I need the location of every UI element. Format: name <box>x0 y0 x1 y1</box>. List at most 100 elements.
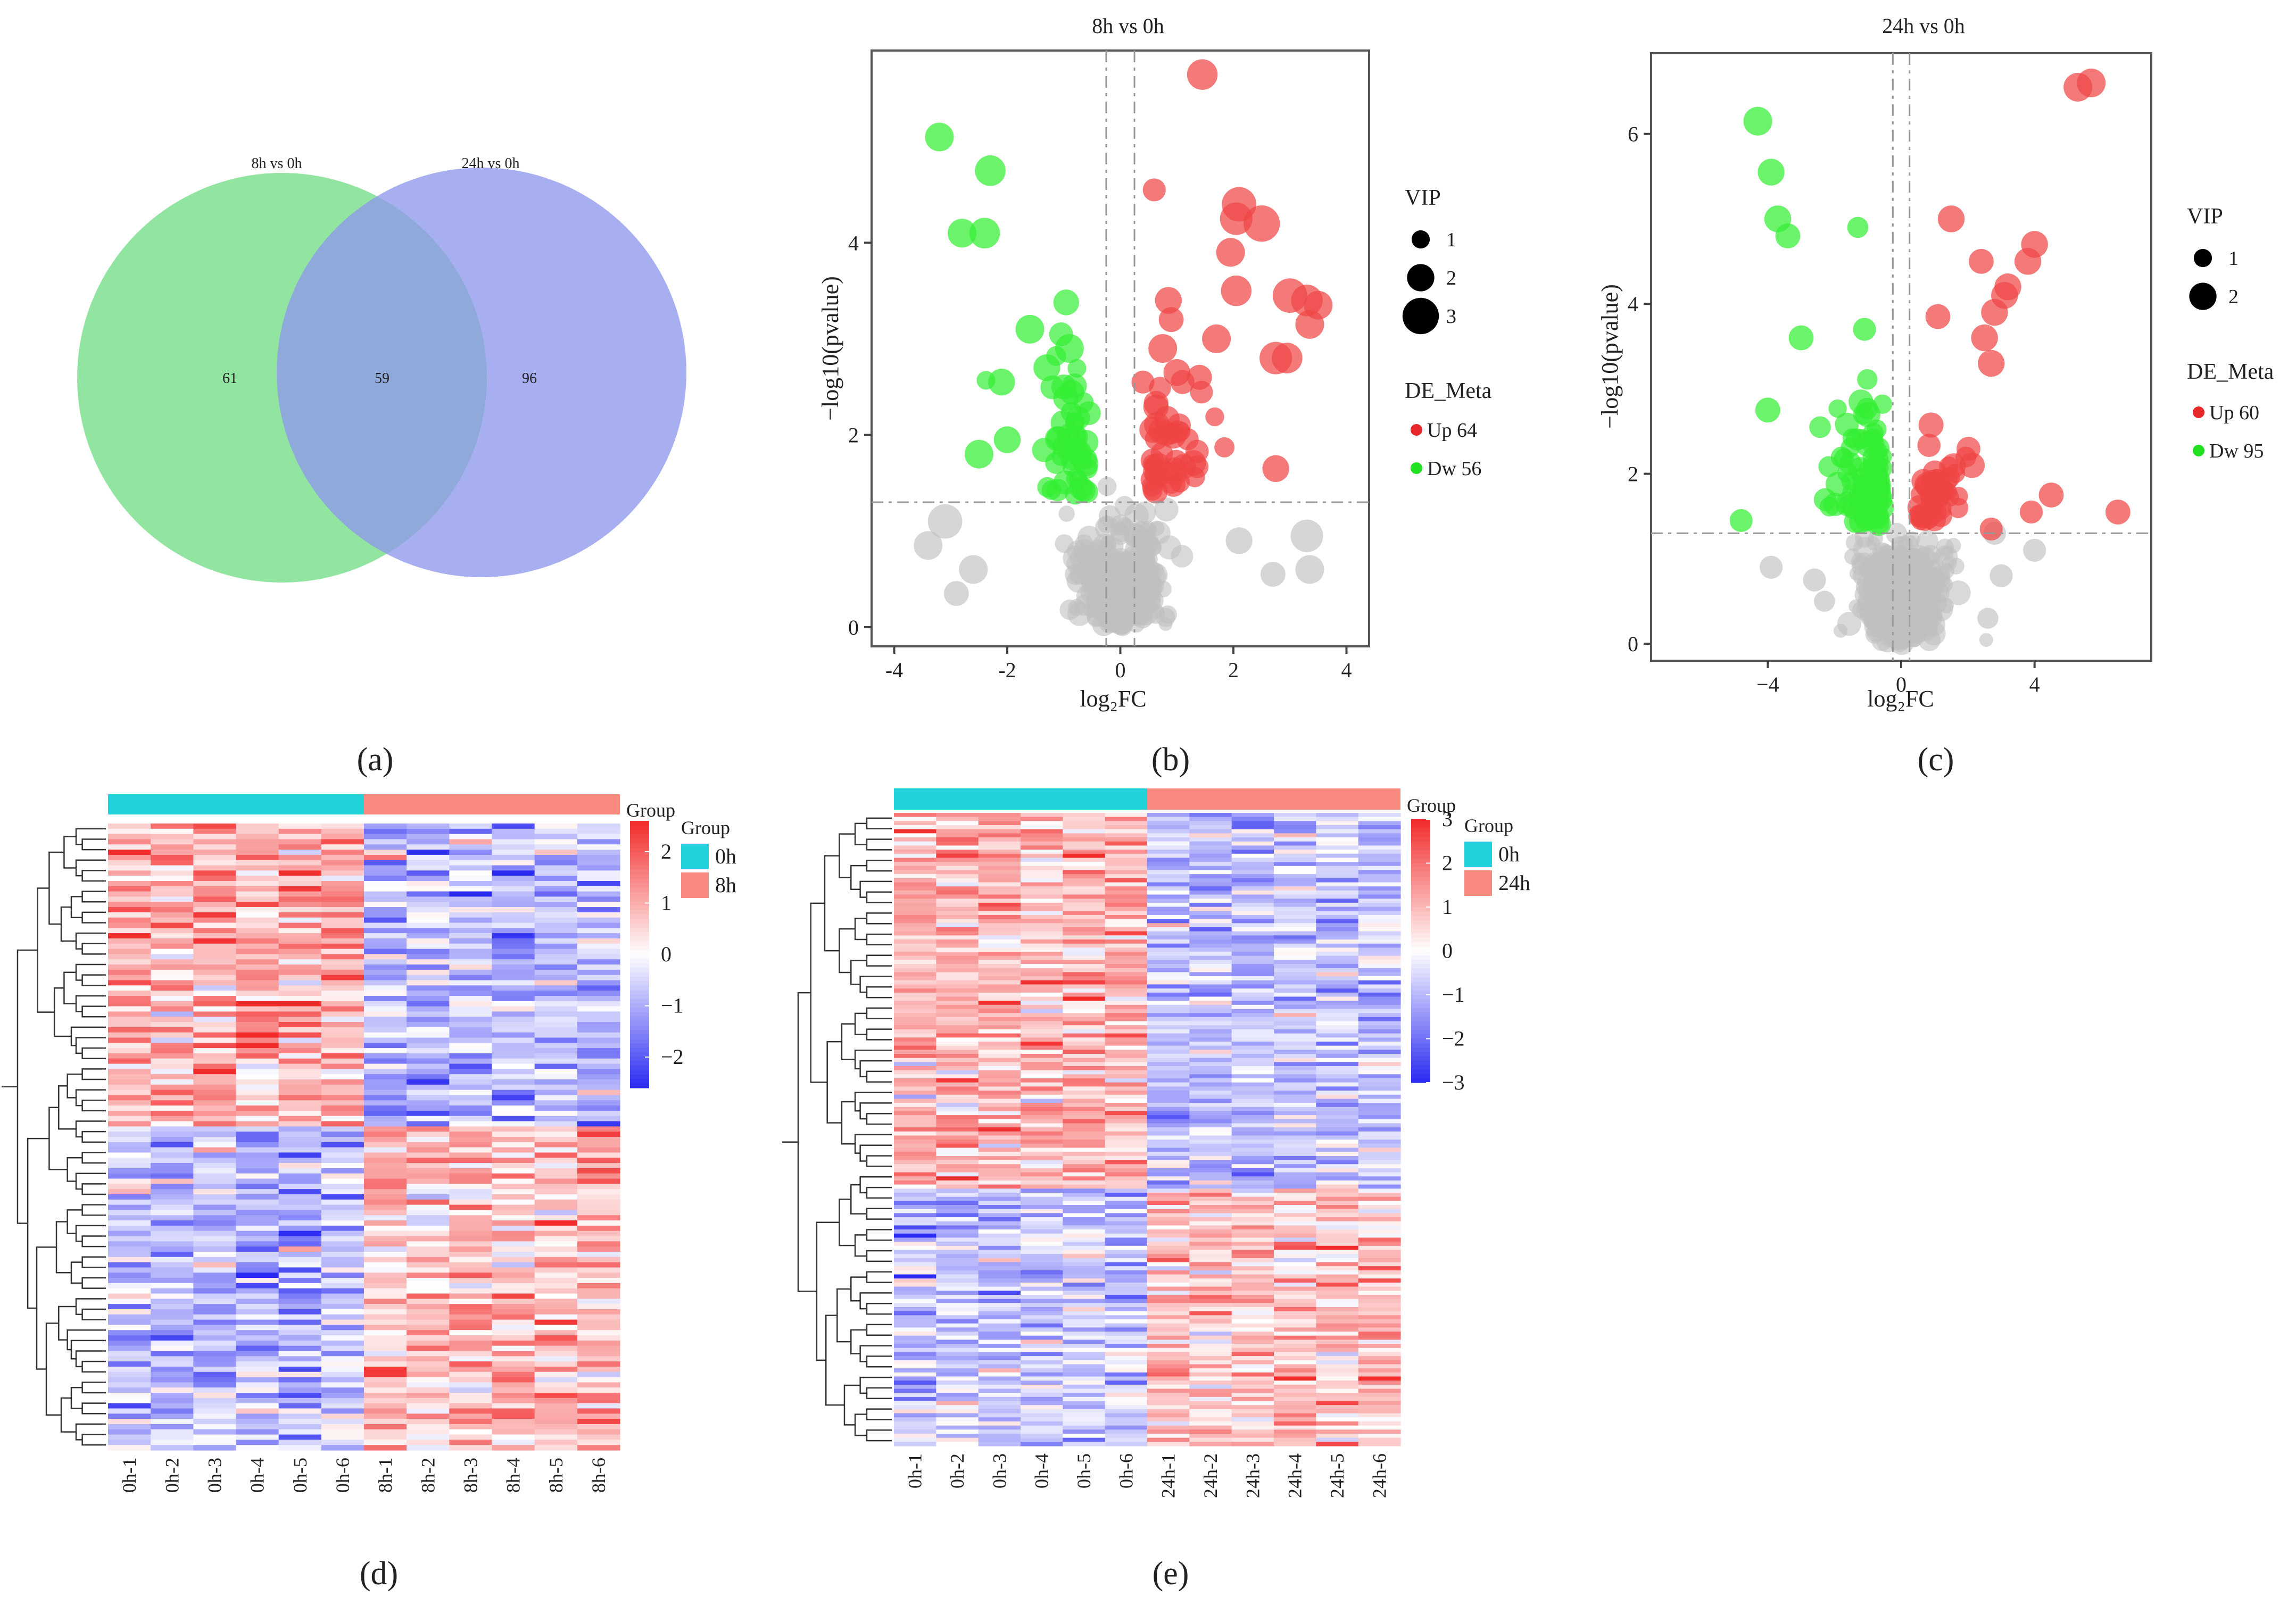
heatmap-e-cell <box>1316 829 1359 834</box>
heatmap-d-cell <box>151 876 194 881</box>
heatmap-e-cell <box>1316 1058 1359 1062</box>
heatmap-e-cell <box>1189 1188 1232 1193</box>
heatmap-e-cell <box>1231 964 1274 969</box>
heatmap-e-cell <box>1063 1123 1106 1128</box>
heatmap-d-cell <box>236 1440 279 1445</box>
heatmap-d-cell <box>534 1027 578 1033</box>
heatmap-d-cell <box>577 1074 620 1080</box>
heatmap-e-cell <box>1189 1123 1232 1128</box>
heatmap-d-cell <box>278 1158 322 1163</box>
heatmap-d-cell <box>407 1053 450 1059</box>
heatmap-e-cell <box>1316 964 1359 969</box>
heatmap-e-cell <box>936 850 979 854</box>
heatmap-e-cell <box>1147 1344 1190 1349</box>
heatmap-e-cell <box>1231 1143 1274 1149</box>
heatmap-d-cell <box>108 938 151 944</box>
heatmap-e-cell <box>1358 1135 1401 1140</box>
heatmap-d-cell <box>364 1194 407 1200</box>
heatmap-e-cell <box>1063 886 1106 891</box>
heatmap-d-cell <box>278 1210 322 1216</box>
heatmap-e-cell <box>978 1307 1021 1312</box>
heatmap-d-cell <box>151 922 194 928</box>
heatmap-d-cell <box>577 980 620 986</box>
heatmap-e-cell <box>1358 1037 1401 1042</box>
heatmap-e-cell <box>936 1184 979 1189</box>
heatmap-e-dendrogram-branch <box>850 864 867 891</box>
heatmap-d-cell <box>193 943 237 950</box>
heatmap-e-cell <box>978 919 1021 924</box>
heatmap-e-column-label: 0h-2 <box>947 1453 968 1488</box>
heatmap-e-cell <box>1274 939 1316 944</box>
heatmap-e-cell <box>1274 1278 1316 1283</box>
heatmap-e-cell <box>1021 923 1063 928</box>
heatmap-d-cell <box>577 1147 620 1153</box>
heatmap-d-group-legend-swatch <box>681 872 709 898</box>
heatmap-d-cell <box>151 850 194 855</box>
heatmap-e-cell <box>1274 1164 1316 1169</box>
heatmap-d-cell <box>108 1090 151 1096</box>
heatmap-d-cell <box>407 1356 450 1362</box>
heatmap-e-cell <box>1147 1050 1190 1054</box>
heatmap-e-cell <box>1316 1384 1359 1390</box>
heatmap-e-cell <box>1358 821 1401 826</box>
heatmap-e-colorbar-step <box>1411 863 1430 868</box>
heatmap-e-cell <box>1147 1017 1190 1022</box>
heatmap-d-cell <box>364 1309 407 1315</box>
heatmap-e-cell <box>1316 1193 1359 1197</box>
heatmap-e-colorbar-step <box>1411 964 1430 969</box>
heatmap-e-cell <box>1316 841 1359 846</box>
heatmap-d-cell <box>278 938 322 944</box>
heatmap-d-cell <box>492 907 535 913</box>
heatmap-e-cell <box>1147 1135 1190 1140</box>
heatmap-d-cell <box>577 933 620 939</box>
heatmap-e-cell <box>1189 837 1232 842</box>
heatmap-d-cell <box>151 1319 194 1325</box>
heatmap-e-cell <box>1358 1344 1401 1349</box>
heatmap-d-cell <box>236 1408 279 1414</box>
heatmap-d-cell <box>278 1340 322 1346</box>
heatmap-e-cell <box>1147 1176 1190 1181</box>
heatmap-e-cell <box>1063 1021 1106 1026</box>
heatmap-e-cell <box>1274 1152 1316 1157</box>
heatmap-e-cell <box>894 1413 936 1418</box>
heatmap-d-cell <box>407 1220 450 1226</box>
heatmap-d-cell <box>278 1408 322 1414</box>
volcano-b-point-up <box>1131 370 1155 394</box>
heatmap-d-cell <box>449 1273 493 1278</box>
heatmap-d-colorbar-step <box>630 932 649 937</box>
heatmap-d-cell <box>236 839 279 845</box>
heatmap-d-cell <box>534 1142 578 1148</box>
heatmap-d-cell <box>534 1325 578 1330</box>
heatmap-e-cell <box>1063 1082 1106 1087</box>
heatmap-d-cell <box>108 1330 151 1336</box>
heatmap-e-colorbar-step <box>1411 911 1430 917</box>
heatmap-e-colorbar-step <box>1411 1034 1430 1039</box>
heatmap-d-cell <box>236 1424 279 1430</box>
heatmap-d-cell <box>407 1063 450 1069</box>
heatmap-e-cell <box>1231 1364 1274 1369</box>
heatmap-e-cell <box>1358 1311 1401 1316</box>
heatmap-e-cell <box>1105 984 1148 989</box>
heatmap-d-cell <box>492 865 535 871</box>
heatmap-e-cell <box>1105 939 1148 944</box>
heatmap-e-cell <box>894 1045 936 1050</box>
heatmap-e-cell <box>894 1164 936 1169</box>
heatmap-d-cell <box>534 1251 578 1258</box>
heatmap-d-cell <box>534 1095 578 1101</box>
heatmap-e-cell <box>1231 1340 1274 1344</box>
heatmap-e-cell <box>1316 1409 1359 1414</box>
heatmap-e-cell <box>1358 1376 1401 1381</box>
heatmap-d-cell <box>364 1330 407 1336</box>
heatmap-e-cell <box>1105 992 1148 997</box>
heatmap-e-group-bar-title: Group <box>1407 795 1456 816</box>
heatmap-d-cell <box>278 1382 322 1388</box>
heatmap-e-cell <box>1189 1029 1232 1034</box>
heatmap-d-cell <box>278 980 322 986</box>
heatmap-e-cell <box>936 1127 979 1132</box>
heatmap-d-cell <box>534 828 578 835</box>
heatmap-d-cell <box>236 1032 279 1038</box>
heatmap-d-cell <box>108 1110 151 1117</box>
heatmap-e-cell <box>1316 1111 1359 1116</box>
heatmap-d-cell <box>321 1116 364 1122</box>
